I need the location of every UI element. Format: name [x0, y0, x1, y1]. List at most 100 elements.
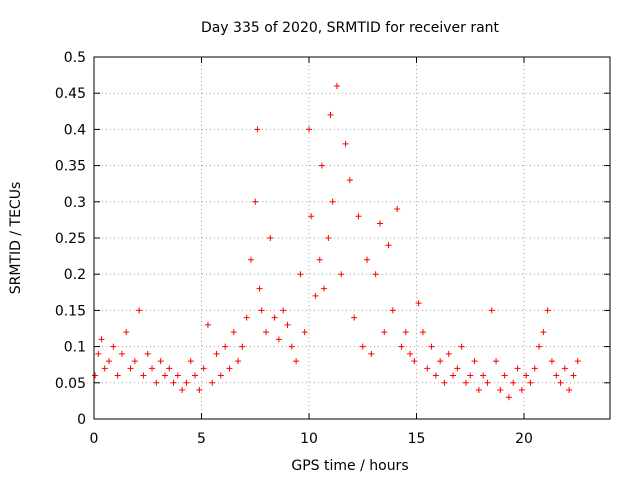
data-point	[531, 365, 538, 372]
data-point	[200, 365, 207, 372]
y-tick-label: 0.5	[64, 50, 86, 66]
x-tick-label: 5	[197, 431, 206, 447]
data-point	[235, 358, 242, 365]
data-point	[454, 365, 461, 372]
data-point	[462, 379, 469, 386]
data-point	[557, 379, 564, 386]
y-tick-label: 0.3	[64, 195, 86, 211]
data-point	[256, 285, 263, 292]
data-point	[157, 358, 164, 365]
data-point	[321, 285, 328, 292]
data-point	[540, 329, 547, 336]
data-point	[254, 126, 261, 133]
y-tick-label: 0.4	[64, 122, 86, 138]
data-point	[458, 343, 465, 350]
data-point	[480, 372, 487, 379]
data-point	[187, 358, 194, 365]
data-point	[243, 314, 250, 321]
data-point	[385, 242, 392, 249]
data-point	[179, 387, 186, 394]
data-point	[553, 372, 560, 379]
y-tick-label: 0.1	[64, 340, 86, 356]
data-point	[359, 343, 366, 350]
data-point	[497, 387, 504, 394]
data-point	[475, 387, 482, 394]
data-point	[544, 307, 551, 314]
data-point	[561, 365, 568, 372]
data-point	[518, 387, 525, 394]
data-point	[527, 379, 534, 386]
data-point	[419, 329, 426, 336]
data-point	[183, 379, 190, 386]
data-point	[170, 379, 177, 386]
chart-title: Day 335 of 2020, SRMTID for receiver ran…	[201, 20, 500, 36]
data-point	[271, 314, 278, 321]
data-point	[381, 329, 388, 336]
data-point	[394, 206, 401, 213]
data-point	[275, 336, 282, 343]
data-point	[98, 336, 105, 343]
data-point	[247, 256, 254, 263]
data-point	[118, 350, 125, 357]
data-point	[327, 111, 334, 118]
y-tick-label: 0.35	[55, 159, 86, 175]
data-point	[510, 379, 517, 386]
x-tick-label: 10	[300, 431, 318, 447]
data-point	[95, 350, 102, 357]
data-point	[284, 321, 291, 328]
data-point	[450, 372, 457, 379]
data-point	[411, 358, 418, 365]
ticks: 0 0.05 0.1 0.15 0.2 0.25 0.3 0.35 0.4 0.45 0.5 0 5 10…	[55, 50, 610, 447]
y-tick-label: 0.25	[55, 231, 86, 247]
data-point	[402, 329, 409, 336]
y-tick-label: 0	[77, 412, 86, 428]
data-point	[318, 162, 325, 169]
data-point	[415, 300, 422, 307]
data-point	[501, 372, 508, 379]
data-point	[110, 343, 117, 350]
data-point	[204, 321, 211, 328]
data-point	[230, 329, 237, 336]
data-point	[376, 220, 383, 227]
data-point	[351, 314, 358, 321]
data-point	[144, 350, 151, 357]
data-point	[127, 365, 134, 372]
data-point	[570, 372, 577, 379]
data-point	[312, 292, 319, 299]
data-point	[306, 126, 312, 133]
data-point	[316, 256, 323, 263]
data-point	[174, 372, 181, 379]
data-point	[514, 365, 521, 372]
x-tick-label: 20	[515, 431, 533, 447]
plot-frame	[93, 56, 611, 420]
y-tick-label: 0.05	[55, 376, 86, 392]
data-point	[114, 372, 121, 379]
data-point	[301, 329, 308, 336]
data-point	[209, 379, 216, 386]
data-point	[467, 372, 474, 379]
data-point	[437, 358, 444, 365]
data-point	[432, 372, 439, 379]
data-point	[252, 198, 259, 205]
data-point	[574, 358, 581, 365]
data-point	[308, 213, 315, 220]
data-point	[149, 365, 156, 372]
data-point	[428, 343, 435, 350]
data-point	[217, 372, 224, 379]
data-point	[407, 350, 414, 357]
data-point	[338, 271, 345, 278]
data-point	[196, 387, 203, 394]
data-point	[263, 329, 269, 336]
data-point	[136, 307, 143, 314]
data-points	[92, 82, 581, 401]
data-point	[192, 372, 199, 379]
data-point	[548, 358, 555, 365]
data-point	[222, 343, 229, 350]
data-point	[92, 372, 99, 379]
data-point	[523, 372, 530, 379]
data-point	[267, 235, 274, 241]
data-point	[368, 350, 375, 357]
data-point	[445, 350, 452, 357]
data-point	[484, 379, 491, 386]
